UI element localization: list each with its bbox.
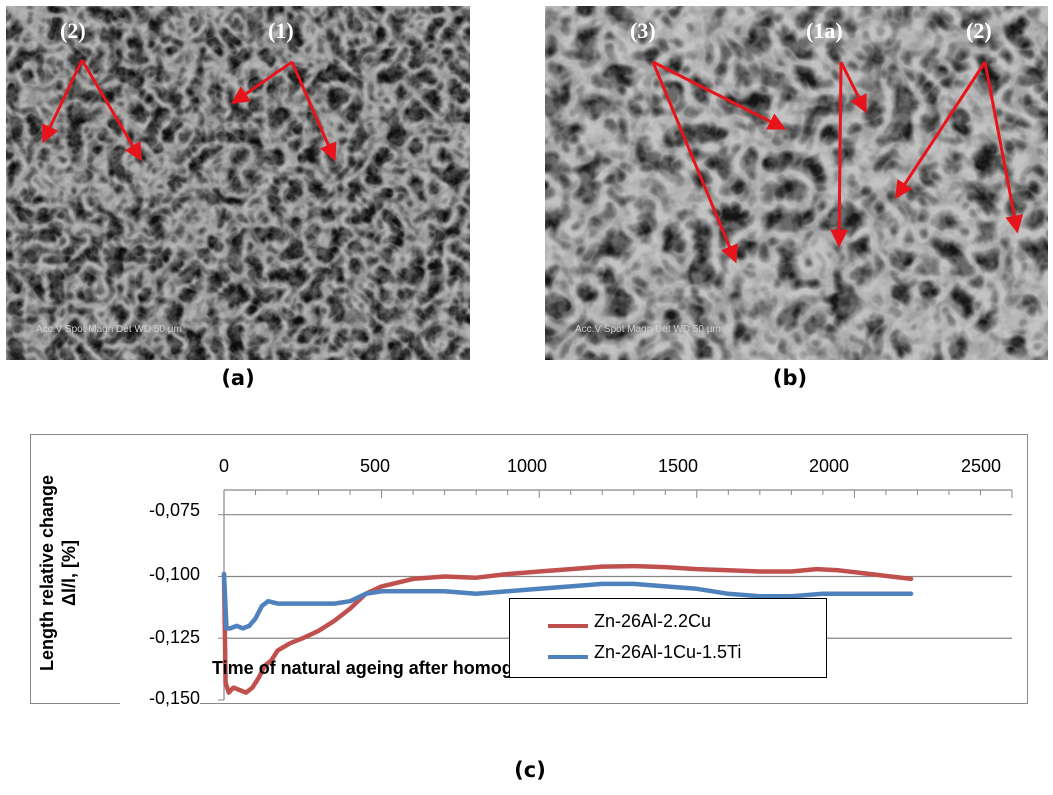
x-tick-label: 0 xyxy=(218,456,229,476)
micrograph-b: Acc.V Spot Magn Det WD 50 µm xyxy=(545,6,1048,360)
x-tick-label: 2000 xyxy=(808,456,850,476)
arrow-group-2-b xyxy=(895,61,1024,234)
series-line-1 xyxy=(221,563,914,695)
legend-label-series1: Zn-26Al-2.2Cu xyxy=(594,611,712,631)
series-line-2 xyxy=(221,571,914,631)
x-tick-label: 1500 xyxy=(657,456,699,476)
chart-legend: Zn-26Al-2.2Cu Zn-26Al-1Cu-1.5Ti xyxy=(509,598,827,678)
y-tick-label: -0,075 xyxy=(148,500,200,520)
label-1-a: (1) xyxy=(268,18,294,43)
scalebar-info-b: Acc.V Spot Magn Det WD 50 µm xyxy=(575,324,721,335)
y-tick-label: -0,100 xyxy=(148,564,200,584)
label-2-b: (2) xyxy=(966,18,992,43)
label-2-a: (2) xyxy=(60,18,86,43)
label-3-b: (3) xyxy=(630,18,656,43)
label-1a-b: (1a) xyxy=(806,18,843,43)
legend-swatch-series1 xyxy=(548,624,588,628)
arrow-group-1-a xyxy=(231,60,337,162)
caption-b: (b) xyxy=(772,366,808,390)
y-tick-label: -0,150 xyxy=(120,688,200,709)
caption-c: (c) xyxy=(514,758,546,782)
arrow-group-2-a xyxy=(42,59,142,162)
arrow-group-3-b xyxy=(651,60,787,264)
x-tick-label: 1000 xyxy=(506,456,548,476)
scalebar-info-a: Acc.V Spot Magn Det WD 50 µm xyxy=(36,324,182,335)
micrograph-a: Acc.V Spot Magn Det WD 50 µm xyxy=(6,6,470,360)
x-tick-label: 500 xyxy=(359,456,391,476)
legend-label-series2: Zn-26Al-1Cu-1.5Ti xyxy=(594,642,742,662)
caption-a: (a) xyxy=(221,366,255,390)
y-tick-label: -0,125 xyxy=(148,627,200,647)
x-tick-label: 2500 xyxy=(960,456,1002,476)
legend-swatch-series2 xyxy=(548,655,588,659)
arrow-group-1a-b xyxy=(830,61,867,248)
